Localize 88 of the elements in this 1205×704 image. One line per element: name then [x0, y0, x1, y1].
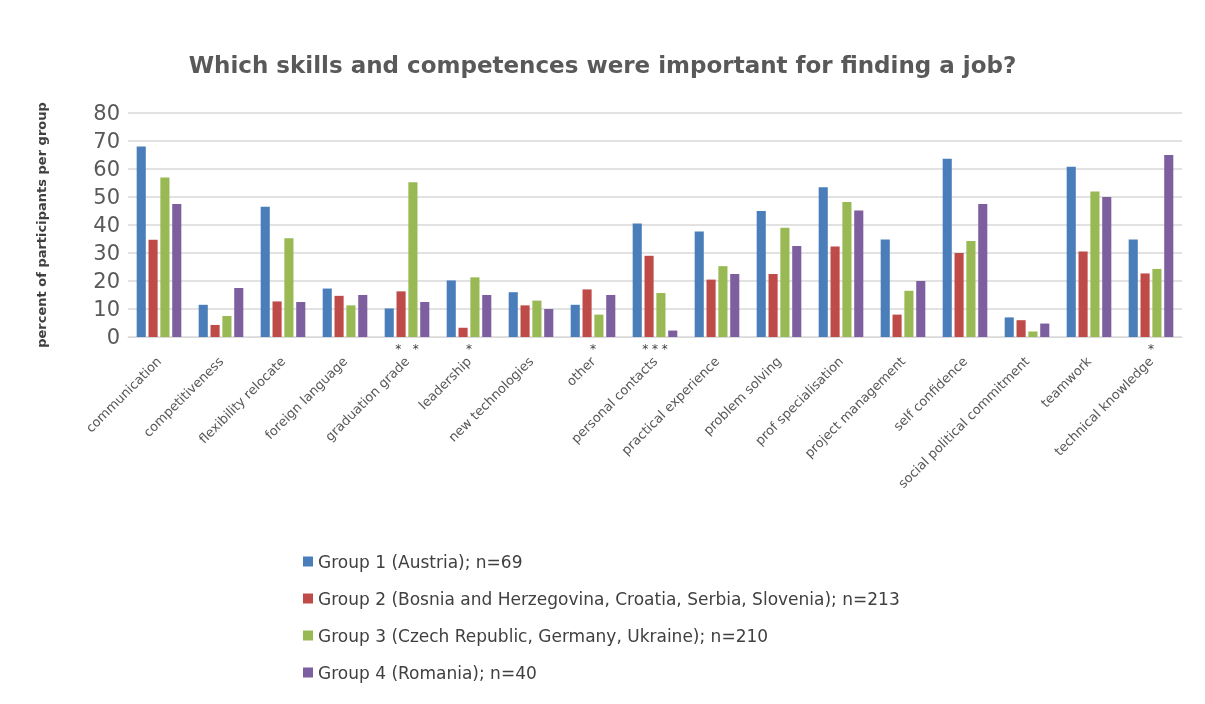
y-axis-title: percent of participants per group	[34, 102, 49, 348]
legend-label: Group 2 (Bosnia and Herzegovina, Croatia, Serbia, Slovenia); n=213	[318, 588, 900, 609]
bar	[656, 293, 666, 337]
bar	[730, 274, 740, 337]
bar	[594, 314, 604, 337]
bar	[942, 158, 952, 337]
legend-label: Group 3 (Czech Republic, Germany, Ukraine); n=210	[318, 625, 769, 646]
bar	[1090, 191, 1100, 337]
bar	[1004, 317, 1014, 337]
bar	[420, 302, 430, 337]
bar	[1078, 251, 1088, 337]
bar	[792, 246, 802, 337]
bar	[482, 295, 492, 337]
bar	[904, 290, 914, 337]
bar	[892, 314, 902, 337]
y-tick-label: 80	[93, 101, 120, 125]
annotation: *	[590, 342, 596, 356]
bar	[470, 277, 480, 337]
bar	[818, 187, 828, 337]
bar	[172, 204, 182, 337]
bar	[1164, 155, 1174, 337]
bar	[446, 280, 456, 337]
y-tick-label: 60	[93, 157, 120, 181]
y-tick-label: 50	[93, 185, 120, 209]
chart-title: Which skills and competences were important for finding a job?	[188, 51, 1017, 78]
bar	[1128, 239, 1138, 337]
bar	[396, 291, 406, 337]
legend-label: Group 4 (Romania); n=40	[318, 662, 537, 683]
bar	[582, 289, 592, 337]
annotation: *	[1148, 342, 1154, 356]
bar	[606, 295, 616, 337]
y-tick-label: 10	[93, 297, 120, 321]
bar	[284, 238, 294, 337]
y-tick-label: 70	[93, 129, 120, 153]
bar	[780, 227, 790, 337]
bar	[1102, 197, 1112, 337]
bar	[508, 292, 518, 337]
bar	[458, 327, 468, 337]
bar	[384, 308, 394, 337]
bar	[136, 146, 146, 337]
bar	[768, 274, 778, 337]
bar	[632, 223, 642, 337]
bar	[854, 210, 864, 337]
bar	[880, 239, 890, 337]
y-tick-label: 30	[93, 241, 120, 265]
bar	[532, 300, 542, 337]
bar	[198, 304, 208, 337]
bar	[1040, 323, 1050, 337]
bar	[334, 295, 344, 337]
bar	[322, 288, 332, 337]
bar	[954, 253, 964, 337]
bar	[520, 305, 530, 337]
bar	[260, 206, 270, 337]
bar	[978, 204, 988, 337]
bar	[1140, 273, 1150, 337]
bar	[408, 182, 418, 337]
annotation: * *	[395, 342, 419, 356]
bar	[148, 239, 158, 337]
bar	[842, 202, 852, 337]
bar	[706, 279, 716, 337]
bar	[234, 288, 244, 337]
bar	[1028, 331, 1038, 337]
y-tick-label: 20	[93, 269, 120, 293]
bar	[358, 295, 368, 337]
bar	[210, 324, 220, 337]
bar	[296, 302, 306, 337]
bar	[544, 309, 554, 337]
bar	[644, 255, 654, 337]
bar	[830, 246, 840, 337]
y-tick-label: 0	[106, 325, 120, 349]
bar	[756, 211, 766, 337]
bar	[346, 305, 356, 337]
bar	[1152, 268, 1162, 337]
bar	[1016, 320, 1026, 337]
bar	[160, 177, 170, 337]
annotation: *	[466, 342, 472, 356]
y-tick-label: 40	[93, 213, 120, 237]
bar	[1066, 166, 1076, 337]
bar	[966, 240, 976, 337]
bar	[718, 266, 728, 337]
bar	[272, 301, 282, 337]
bar	[694, 231, 704, 337]
bar	[222, 316, 232, 337]
bar	[916, 281, 926, 337]
annotation: * * *	[642, 342, 668, 356]
legend-label: Group 1 (Austria); n=69	[318, 551, 523, 572]
bar	[668, 330, 678, 337]
bar	[570, 304, 580, 337]
